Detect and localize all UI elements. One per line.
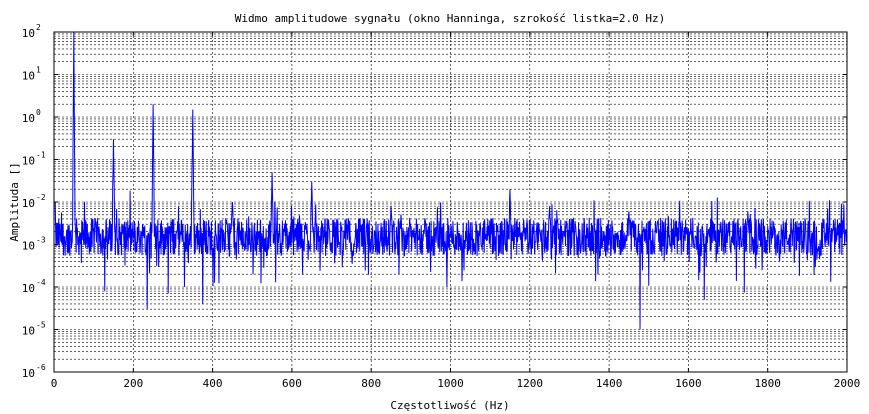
spectrum-line xyxy=(54,31,848,330)
y-tick-exponent: -5 xyxy=(36,321,46,330)
y-tick-label: 10 xyxy=(22,112,35,125)
x-tick-label: 400 xyxy=(203,377,223,390)
y-tick-label: 10 xyxy=(22,27,35,40)
y-tick-exponent: 0 xyxy=(36,108,41,117)
x-tick-label: 2000 xyxy=(834,377,861,390)
x-tick-label: 1400 xyxy=(596,377,623,390)
x-tick-label: 600 xyxy=(282,377,302,390)
x-axis-label: Częstotliwość (Hz) xyxy=(390,399,509,412)
y-tick-exponent: -6 xyxy=(36,363,46,372)
x-tick-label: 1200 xyxy=(517,377,544,390)
y-tick-exponent: -1 xyxy=(36,151,46,160)
y-tick-label: 10 xyxy=(22,197,35,210)
x-axis-ticks: 0 200 400 600 800 1000 1200 1400 1600 1800 2000 xyxy=(51,32,861,390)
x-tick-label: 800 xyxy=(361,377,381,390)
y-tick-label: 10 xyxy=(22,240,35,253)
y-tick-label: 10 xyxy=(22,282,35,295)
y-tick-label: 10 xyxy=(22,367,35,380)
y-axis-label: Amplituda [] xyxy=(8,162,21,241)
y-tick-label: 10 xyxy=(22,155,35,168)
y-tick-label: 10 xyxy=(22,70,35,83)
y-tick-exponent: -3 xyxy=(36,236,46,245)
y-tick-exponent: 1 xyxy=(36,66,41,75)
y-tick-exponent: -4 xyxy=(36,278,46,287)
x-tick-label: 1600 xyxy=(675,377,702,390)
spectrum-series xyxy=(54,31,848,330)
chart-title: Widmo amplitudowe sygnału (okno Hanninga… xyxy=(235,12,665,25)
x-tick-label: 1000 xyxy=(437,377,464,390)
x-tick-label: 1800 xyxy=(754,377,781,390)
y-tick-exponent: 2 xyxy=(36,23,41,32)
x-tick-label: 200 xyxy=(123,377,143,390)
x-tick-label: 0 xyxy=(51,377,58,390)
y-tick-label: 10 xyxy=(22,325,35,338)
y-tick-exponent: -2 xyxy=(36,193,46,202)
